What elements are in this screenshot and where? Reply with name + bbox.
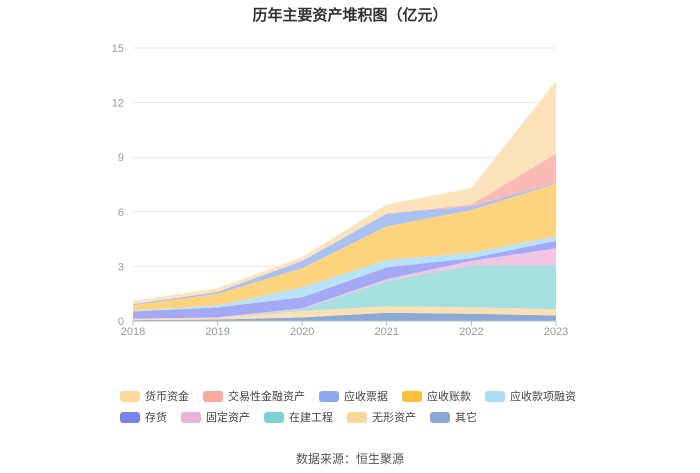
- legend-swatch: [347, 411, 367, 423]
- legend-swatch: [402, 390, 422, 402]
- legend-item[interactable]: 其它: [430, 410, 477, 424]
- legend-swatch: [319, 390, 339, 402]
- legend-label: 货币资金: [145, 391, 189, 403]
- data-source: 数据来源：恒生聚源: [295, 452, 404, 466]
- x-tick-label: 2019: [205, 326, 229, 338]
- y-tick-label: 6: [118, 207, 124, 219]
- legend-swatch: [264, 411, 284, 423]
- stacked-area-chart: 0 3 6 9 12 15 2018 2019 2020 2021 2022 2023: [112, 43, 568, 338]
- legend-item[interactable]: 固定资产: [181, 410, 250, 424]
- legend-swatch: [181, 411, 201, 423]
- y-tick-label: 12: [112, 98, 124, 110]
- y-tick-label: 0: [118, 316, 124, 328]
- x-tick-label: 2020: [290, 326, 314, 338]
- legend-swatch: [430, 411, 450, 423]
- area-series-应收账款: [133, 183, 556, 311]
- legend-label: 存货: [145, 412, 167, 424]
- x-tick-label: 2023: [544, 326, 568, 338]
- area-layer: [133, 80, 556, 321]
- legend-item[interactable]: 应收款项融资: [485, 389, 576, 403]
- x-tick-label: 2022: [459, 326, 483, 338]
- legend-label: 应收票据: [344, 391, 388, 403]
- legend-label: 无形资产: [372, 412, 416, 424]
- legend-label: 固定资产: [206, 412, 250, 424]
- area-series-无形资产: [133, 306, 556, 321]
- x-tick-label: 2018: [121, 326, 145, 338]
- legend-label: 应收账款: [427, 391, 471, 403]
- chart-title: 历年主要资产堆积图（亿元）: [252, 7, 448, 24]
- area-series-应收票据: [133, 182, 556, 306]
- area-series-存货: [133, 240, 556, 319]
- legend-item[interactable]: 存货: [120, 410, 167, 424]
- x-tick-label: 2021: [375, 326, 399, 338]
- area-series-在建工程: [133, 265, 556, 320]
- chart-legend: 货币资金 交易性金融资产 应收票据 应收账款 应收款项融资存货 固定资产 在建工程 无形资产 其…: [120, 389, 590, 424]
- legend-item[interactable]: 应收账款: [402, 389, 471, 403]
- legend-label: 其它: [455, 412, 477, 424]
- legend-swatch: [120, 411, 140, 423]
- legend-item[interactable]: 交易性金融资产: [203, 389, 305, 403]
- legend-label: 应收款项融资: [510, 391, 576, 403]
- legend-swatch: [120, 390, 140, 402]
- y-tick-label: 9: [118, 152, 124, 164]
- legend-item[interactable]: 无形资产: [347, 410, 416, 424]
- y-tick-label: 3: [118, 261, 124, 273]
- legend-label: 交易性金融资产: [228, 391, 305, 403]
- area-series-固定资产: [133, 248, 556, 320]
- area-series-应收款项融资: [133, 236, 556, 312]
- area-series-其它: [133, 312, 556, 321]
- legend-item[interactable]: 货币资金: [120, 389, 189, 403]
- axis-layer: 0 3 6 9 12 15 2018 2019 2020 2021 2022 2023: [112, 43, 568, 338]
- legend-item[interactable]: 应收票据: [319, 389, 388, 403]
- legend-item[interactable]: 在建工程: [264, 410, 333, 424]
- legend-swatch: [485, 390, 505, 402]
- legend-swatch: [203, 390, 223, 402]
- legend-label: 在建工程: [289, 412, 333, 424]
- y-tick-label: 15: [112, 43, 124, 55]
- area-series-货币资金: [133, 80, 556, 305]
